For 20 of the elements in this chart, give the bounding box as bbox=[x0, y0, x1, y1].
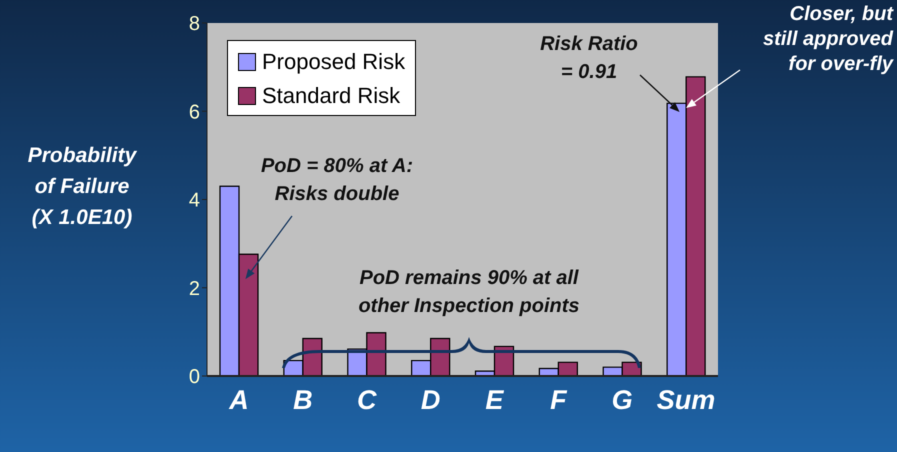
y-tick-label: 4 bbox=[188, 190, 200, 212]
legend-label: Proposed Risk bbox=[262, 48, 406, 76]
annotation: PoD = 80% at A: Risks double bbox=[260, 154, 414, 207]
x-tick-label: G bbox=[612, 385, 633, 416]
y-tick-label: 6 bbox=[188, 101, 200, 124]
x-tick-label: B bbox=[293, 385, 313, 416]
y-tick-label: 2 bbox=[188, 278, 200, 300]
y-axis-title: Probability of Failure (X 1.0E10) bbox=[26, 143, 138, 231]
x-tick-label: F bbox=[550, 385, 568, 416]
legend-label: Standard Risk bbox=[262, 82, 400, 110]
x-tick-label: Sum bbox=[656, 385, 716, 416]
x-tick-label: D bbox=[420, 385, 440, 416]
y-tick-label: 8 bbox=[188, 13, 200, 36]
x-tick-label: A bbox=[228, 385, 249, 416]
text: Closer, but still approved for over-fly bbox=[762, 2, 893, 77]
annotation: Risk Ratio = 0.91 bbox=[540, 32, 638, 85]
x-tick-label: E bbox=[485, 385, 504, 416]
y-tick-label: 0 bbox=[188, 366, 200, 388]
annotation: PoD remains 90% at all other Inspection points bbox=[358, 266, 580, 319]
x-tick-label: C bbox=[356, 385, 377, 416]
